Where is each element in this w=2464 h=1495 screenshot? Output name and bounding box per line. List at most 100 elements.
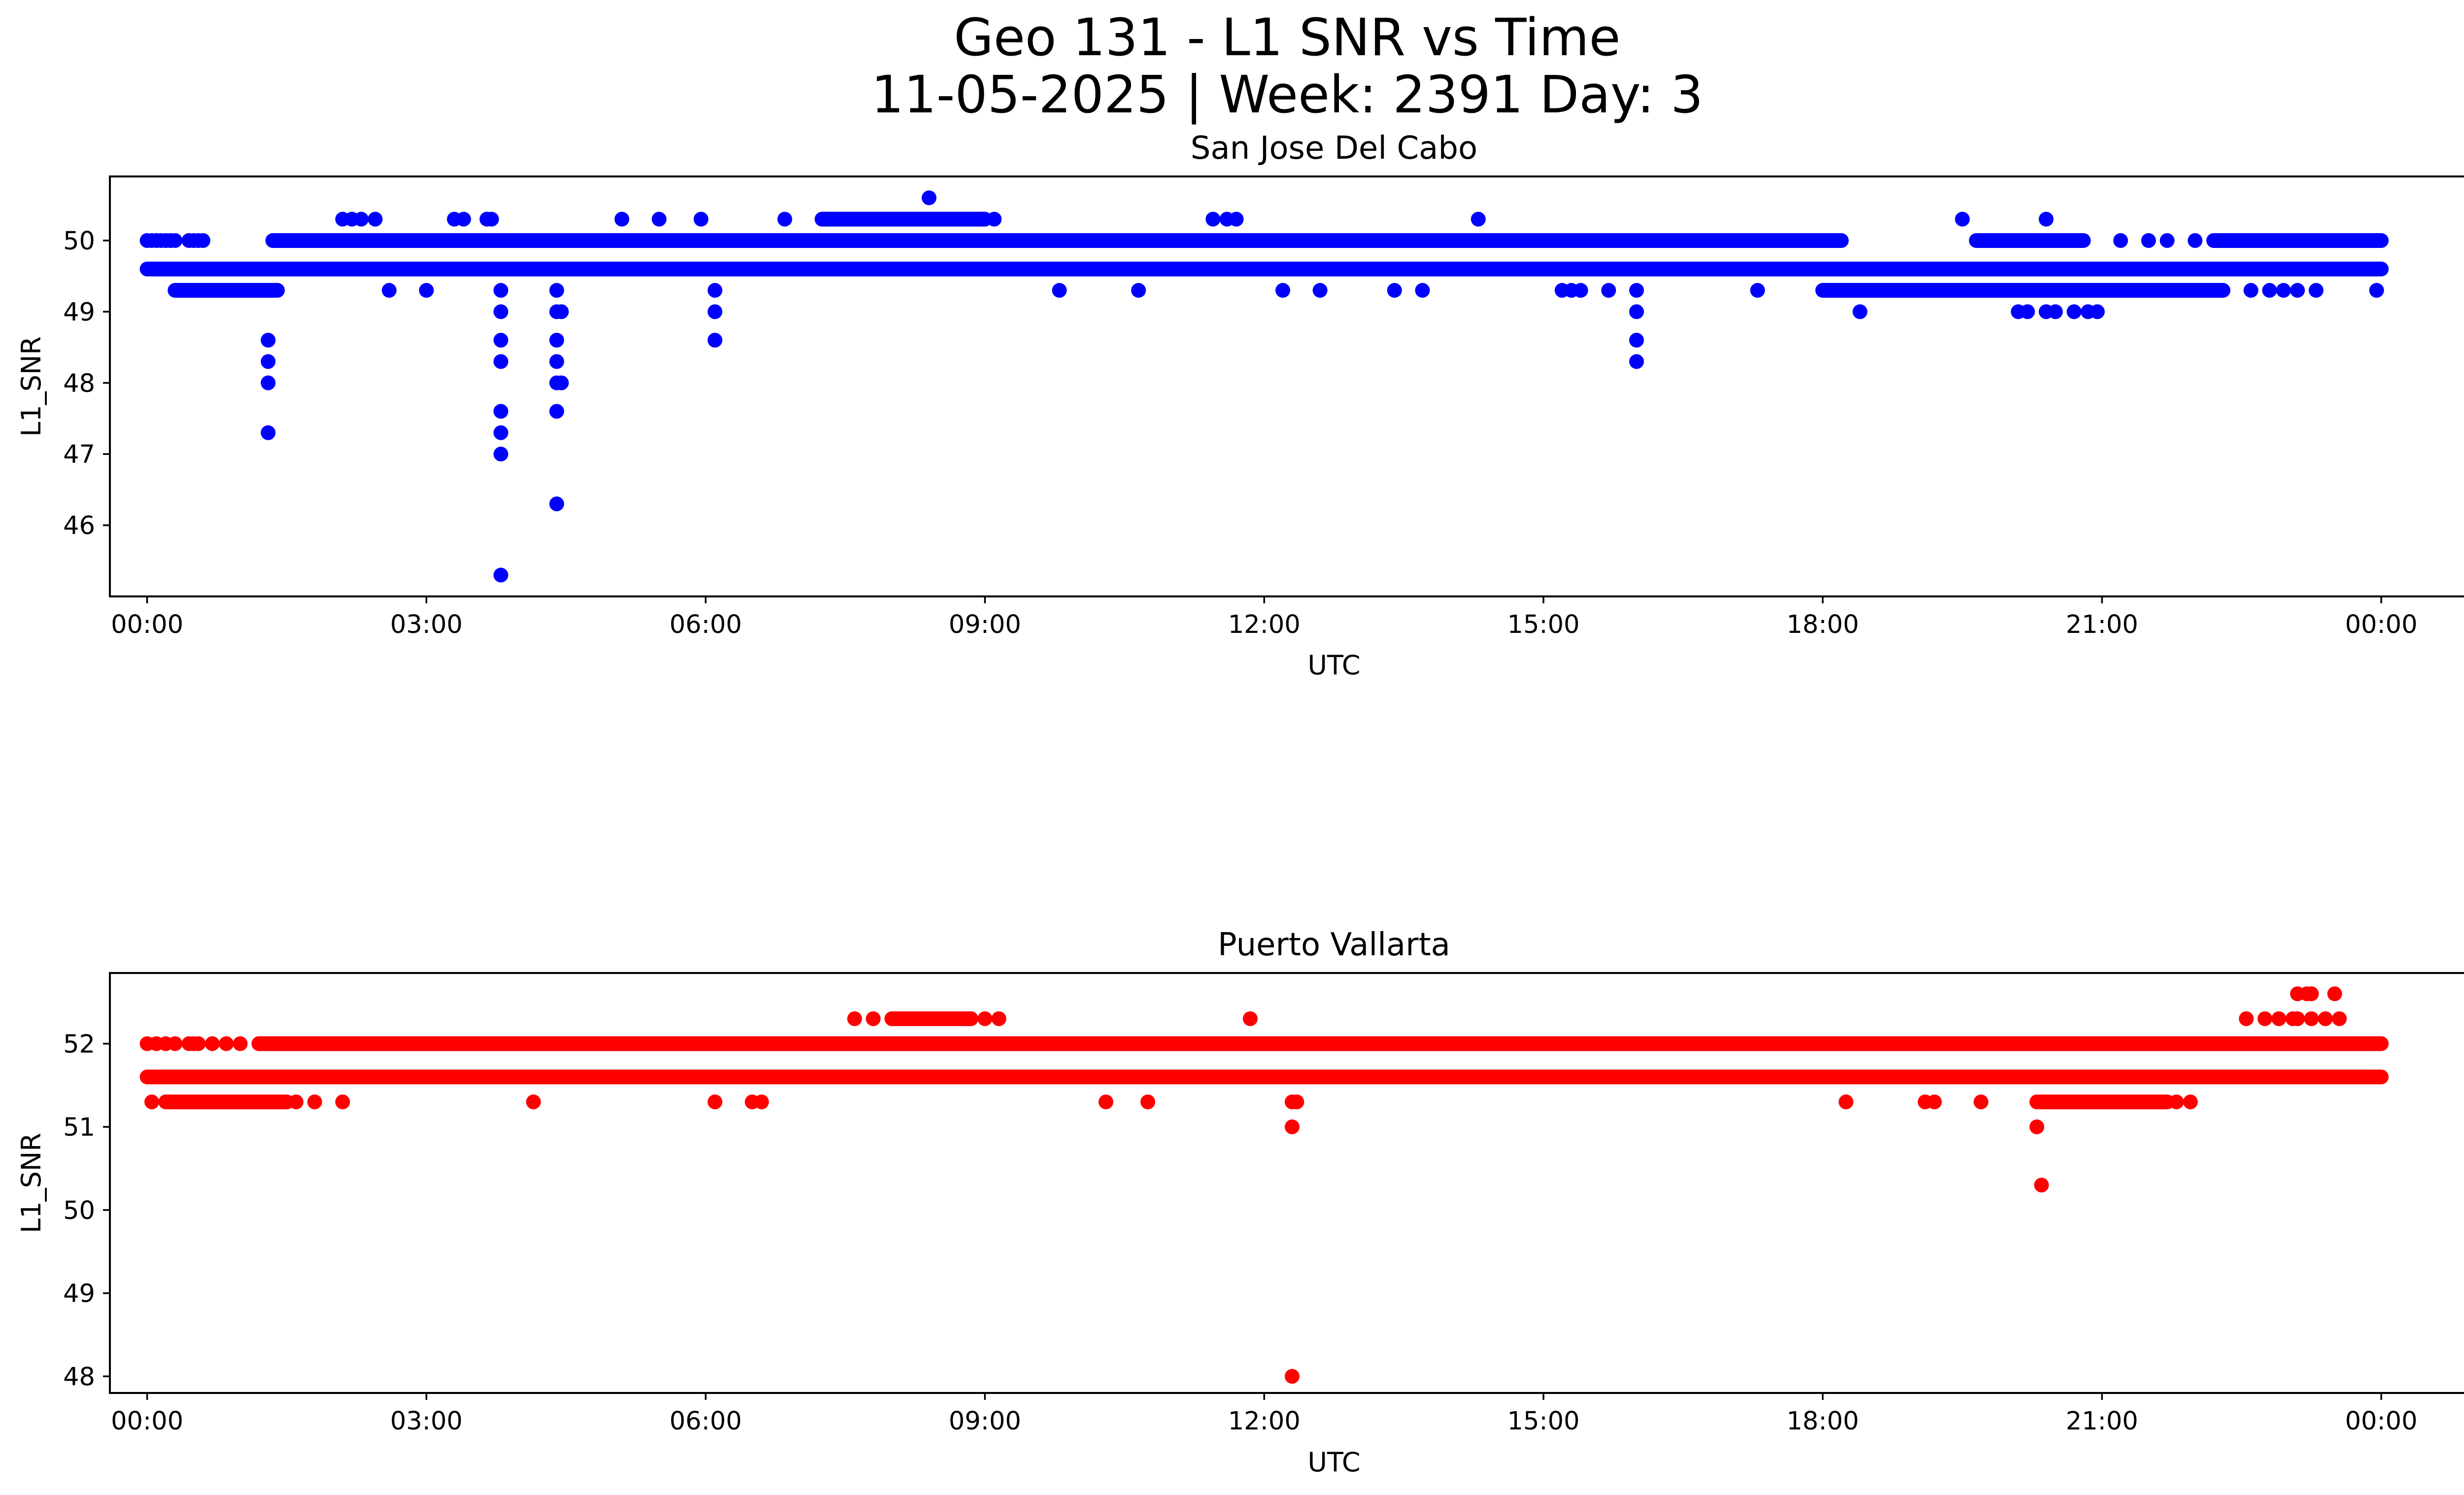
data-point — [1573, 283, 1588, 298]
y-axis-label: L1_SNR — [16, 1133, 47, 1233]
data-point — [261, 425, 276, 440]
data-point — [1242, 1011, 1258, 1026]
data-point — [168, 233, 183, 248]
data-point — [493, 304, 509, 319]
y-tick-label: 52 — [63, 1030, 95, 1059]
data-point — [2113, 233, 2128, 248]
x-tick-label: 12:00 — [1228, 1407, 1300, 1436]
data-point — [2089, 304, 2105, 319]
x-axis-label: UTC — [1307, 650, 1360, 681]
y-tick-label: 50 — [63, 227, 95, 256]
data-point — [493, 283, 509, 298]
data-point — [2243, 283, 2259, 298]
data-point — [307, 1094, 322, 1110]
y-tick-label: 49 — [63, 298, 95, 327]
data-point — [1629, 354, 1644, 369]
data-point — [554, 304, 569, 319]
y-tick-label: 48 — [63, 1362, 95, 1391]
data-band — [2206, 233, 2389, 248]
data-point — [554, 375, 569, 390]
x-tick-label: 15:00 — [1507, 610, 1580, 639]
data-point — [2262, 283, 2277, 298]
data-point — [2183, 1094, 2198, 1110]
x-tick-label: 12:00 — [1228, 610, 1300, 639]
data-point — [456, 211, 471, 227]
data-point — [754, 1094, 769, 1110]
data-point — [1601, 283, 1616, 298]
data-point — [493, 425, 509, 440]
plot-frame — [109, 972, 2464, 1394]
data-band — [1969, 233, 2091, 248]
data-point — [707, 1094, 722, 1110]
data-point — [493, 404, 509, 419]
y-axis-label: L1_SNR — [16, 336, 47, 437]
data-point — [261, 333, 276, 348]
data-point — [865, 1011, 881, 1026]
data-point — [693, 211, 709, 227]
data-point — [2188, 233, 2203, 248]
y-tick-label: 46 — [63, 512, 95, 541]
data-point — [368, 211, 383, 227]
data-point — [1312, 283, 1328, 298]
data-point — [2271, 1011, 2287, 1026]
data-point — [205, 1036, 220, 1051]
plot-frame — [109, 175, 2464, 597]
data-point — [1229, 211, 1244, 227]
data-point — [1852, 304, 1868, 319]
data-point — [526, 1094, 541, 1110]
data-point — [1275, 283, 1291, 298]
data-point — [1415, 283, 1430, 298]
data-point — [2034, 1178, 2049, 1193]
data-point — [991, 1011, 1006, 1026]
data-point — [2369, 283, 2384, 298]
data-point — [1289, 1094, 1304, 1110]
data-point — [2290, 283, 2305, 298]
x-tick-label: 00:00 — [111, 610, 183, 639]
data-point — [493, 447, 509, 462]
x-tick-label: 03:00 — [390, 1407, 463, 1436]
data-point — [2020, 304, 2035, 319]
data-point — [2141, 233, 2156, 248]
data-point — [549, 354, 564, 369]
data-point — [1838, 1094, 1853, 1110]
data-point — [777, 211, 792, 227]
data-band — [884, 1011, 979, 1026]
data-point — [381, 283, 397, 298]
data-point — [2039, 211, 2054, 227]
data-point — [651, 211, 667, 227]
x-tick-label: 03:00 — [390, 610, 463, 639]
data-band — [139, 1069, 2389, 1084]
data-point — [1955, 211, 1970, 227]
x-tick-label: 06:00 — [669, 610, 742, 639]
figure-title-line2: 11-05-2025 | Week: 2391 Day: 3 — [871, 65, 1703, 125]
data-point — [2239, 1011, 2254, 1026]
data-band — [251, 1036, 2389, 1051]
data-point — [2276, 283, 2291, 298]
data-point — [335, 1094, 350, 1110]
y-tick-label: 48 — [63, 369, 95, 398]
data-point — [707, 304, 722, 319]
data-point — [1131, 283, 1146, 298]
data-point — [614, 211, 629, 227]
data-point — [2304, 986, 2319, 1002]
data-band — [168, 283, 285, 298]
data-point — [493, 354, 509, 369]
x-tick-label: 06:00 — [669, 1407, 742, 1436]
data-points — [139, 190, 2389, 583]
data-point — [2257, 1011, 2272, 1026]
data-point — [707, 333, 722, 348]
y-tick-label: 51 — [63, 1113, 95, 1142]
data-point — [2304, 1011, 2319, 1026]
data-point — [1629, 333, 1644, 348]
data-point — [493, 567, 509, 583]
data-band — [265, 233, 1849, 248]
data-point — [987, 211, 1002, 227]
y-tick-label: 49 — [63, 1280, 95, 1309]
data-band — [815, 211, 992, 227]
y-tick-label: 47 — [63, 440, 95, 469]
data-point — [144, 1094, 160, 1110]
data-point — [288, 1094, 304, 1110]
data-point — [2290, 1011, 2305, 1026]
x-tick-label: 21:00 — [2066, 610, 2138, 639]
